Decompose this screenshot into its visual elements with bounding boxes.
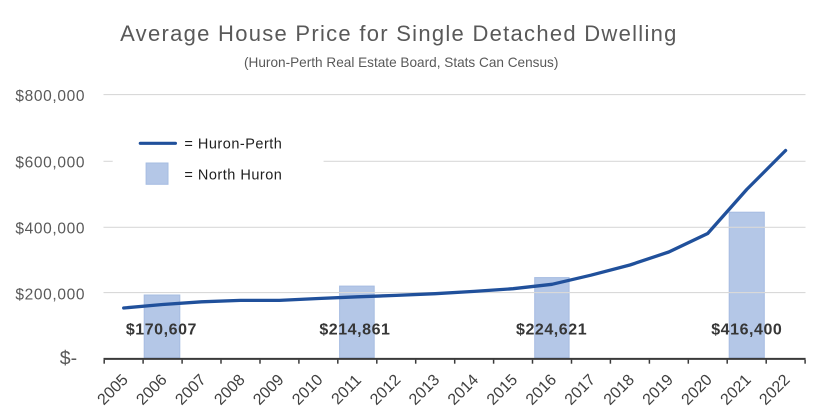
- svg-text:$214,861: $214,861: [319, 322, 390, 339]
- svg-text:= Huron-Perth: = Huron-Perth: [184, 136, 282, 152]
- svg-text:(Huron-Perth Real Estate Board: (Huron-Perth Real Estate Board, Stats Ca…: [244, 55, 558, 70]
- svg-text:$170,607: $170,607: [126, 322, 197, 339]
- svg-text:$400,000: $400,000: [15, 220, 85, 237]
- svg-text:$224,621: $224,621: [516, 322, 587, 339]
- svg-text:$200,000: $200,000: [15, 286, 85, 303]
- svg-text:Average House Price for Single: Average House Price for Single Detached …: [120, 21, 678, 46]
- svg-text:$600,000: $600,000: [15, 155, 85, 172]
- svg-text:$416,400: $416,400: [711, 322, 782, 339]
- svg-text:$800,000: $800,000: [15, 88, 85, 105]
- svg-text:= North Huron: = North Huron: [184, 167, 282, 183]
- svg-text:$-: $-: [60, 348, 77, 370]
